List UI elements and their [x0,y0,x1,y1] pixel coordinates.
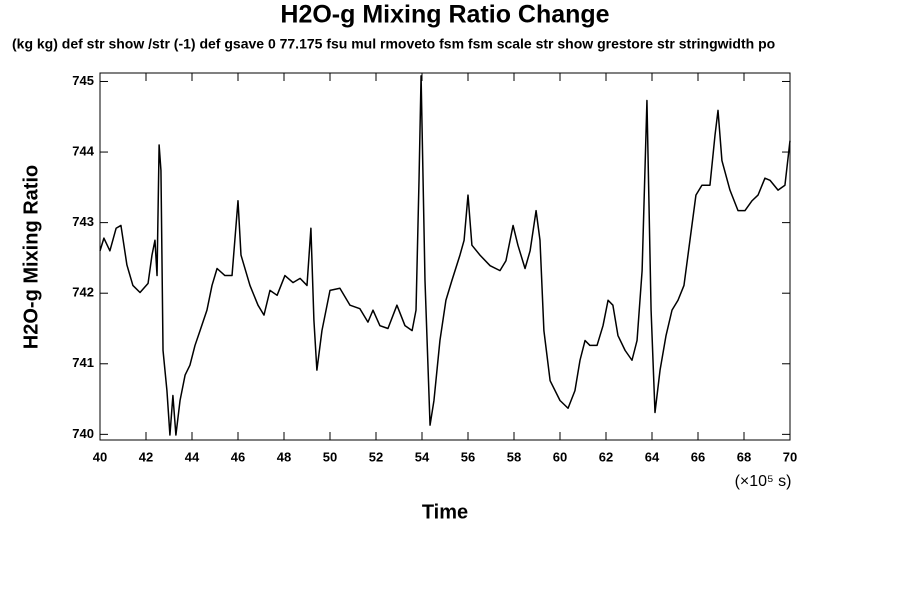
x-tick-label: 68 [737,449,751,464]
x-tick-label: 40 [93,449,107,464]
y-tick-label: 745 [72,73,94,88]
y-tick-label: 744 [72,143,94,158]
x-axis-label: Time [422,501,468,523]
x-tick-label: 60 [553,449,567,464]
plot-frame [99,72,791,441]
x-tick-label: 66 [691,449,705,464]
x-tick-label: 46 [231,449,245,464]
y-tick-label: 742 [72,285,94,300]
x-unit-label: (×10⁵ s) [735,473,792,490]
x-tick-label: 44 [185,449,200,464]
y-tick-label: 740 [72,426,94,441]
x-tick-label: 52 [369,449,383,464]
data-line [99,75,791,436]
x-tick-label: 56 [461,449,475,464]
y-axis-label: H2O-g Mixing Ratio [20,165,42,349]
x-tick-label: 50 [323,449,337,464]
y-tick-label: 741 [72,355,94,370]
x-tick-label: 42 [139,449,153,464]
x-tick-label: 64 [645,449,660,464]
x-tick-label: 62 [599,449,613,464]
chart-subtitle: (kg kg) def str show /str (-1) def gsave… [12,36,775,52]
x-tick-label: 58 [507,449,521,464]
x-tick-label: 70 [783,449,797,464]
y-tick-label: 743 [72,214,94,229]
x-tick-label: 48 [277,449,291,464]
chart-title: H2O-g Mixing Ratio Change [280,1,609,29]
x-tick-label: 54 [415,449,430,464]
